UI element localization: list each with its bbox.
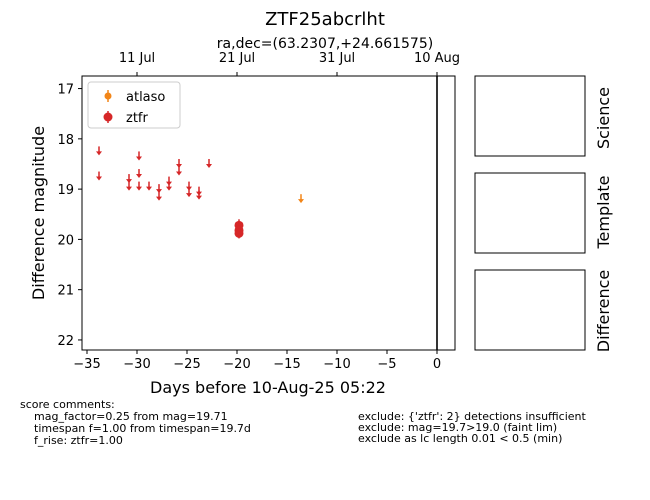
comment-right-1: exclude: mag=19.7>19.0 (faint lim) xyxy=(358,421,557,434)
upper-limit-arrow xyxy=(166,186,172,191)
y-tick-label: 22 xyxy=(57,334,74,349)
upper-limit-arrow xyxy=(156,196,162,201)
comment-left-1: mag_factor=0.25 from mag=19.71 xyxy=(34,410,228,423)
comment-right-2: exclude as lc length 0.01 < 0.5 (min) xyxy=(358,432,562,445)
top-tick-label: 10 Aug xyxy=(414,51,460,66)
upper-limit-arrow xyxy=(186,193,192,198)
upper-limit-arrow xyxy=(206,163,212,168)
comment-left-2: timespan f=1.00 from timespan=19.7d xyxy=(34,422,251,435)
x-tick-label: −15 xyxy=(273,357,300,372)
legend-label: ztfr xyxy=(126,111,148,126)
upper-limit-arrow xyxy=(136,156,142,161)
comment-left-3: f_rise: ztfr=1.00 xyxy=(34,434,123,447)
plot-frame xyxy=(81,75,456,351)
x-tick-label: −10 xyxy=(323,357,350,372)
x-axis-label: Days before 10-Aug-25 05:22 xyxy=(150,378,386,397)
upper-limit-arrow xyxy=(176,163,182,168)
x-tick-label: 0 xyxy=(433,357,441,372)
chart-subtitle: ra,dec=(63.2307,+24.661575) xyxy=(217,36,433,52)
difference-panel xyxy=(474,269,586,351)
upper-limit-arrow xyxy=(156,189,162,194)
plot-area: −35 −30 −25 −20 −15 −10 −5 0 17 18 19 20 21 22 11 Jul 2… xyxy=(57,51,460,372)
difference-label: Difference xyxy=(594,270,613,352)
upper-limit-arrow xyxy=(96,176,102,181)
comment-left-0: score comments: xyxy=(20,398,115,411)
legend-marker xyxy=(104,92,112,100)
upper-limit-arrow xyxy=(126,186,132,191)
top-tick-label: 21 Jul xyxy=(219,51,255,66)
y-tick-label: 20 xyxy=(57,233,74,248)
y-tick-label: 17 xyxy=(57,83,74,98)
upper-limit-arrow xyxy=(96,151,102,156)
y-tick-label: 19 xyxy=(57,183,74,198)
upper-limit-arrow xyxy=(176,171,182,176)
top-tick-label: 11 Jul xyxy=(119,51,155,66)
y-tick-label: 18 xyxy=(57,133,74,148)
upper-limit-arrow xyxy=(136,174,142,179)
legend-label: atlaso xyxy=(126,90,165,105)
x-tick-label: −5 xyxy=(377,357,396,372)
comment-right-0: exclude: {'ztfr': 2} detections insuffic… xyxy=(358,410,587,423)
y-tick-label: 21 xyxy=(57,284,74,299)
x-tick-label: −20 xyxy=(223,357,250,372)
detection-point xyxy=(234,228,244,238)
template-label: Template xyxy=(594,175,613,249)
science-label: Science xyxy=(594,87,613,149)
template-panel xyxy=(474,172,586,254)
x-tick-label: −25 xyxy=(173,357,200,372)
upper-limit-arrow xyxy=(126,179,132,184)
legend-marker xyxy=(103,112,113,122)
y-axis-label: Difference magnitude xyxy=(29,126,48,300)
upper-limit-arrow xyxy=(196,195,202,200)
top-tick-label: 31 Jul xyxy=(319,51,355,66)
chart-title: ZTF25abcrlht xyxy=(265,9,385,30)
x-tick-label: −35 xyxy=(73,357,100,372)
science-panel xyxy=(474,75,586,157)
upper-limit-arrow xyxy=(146,186,152,191)
upper-limit-arrow xyxy=(136,186,142,191)
x-tick-label: −30 xyxy=(123,357,150,372)
upper-limit-arrow xyxy=(298,199,304,204)
